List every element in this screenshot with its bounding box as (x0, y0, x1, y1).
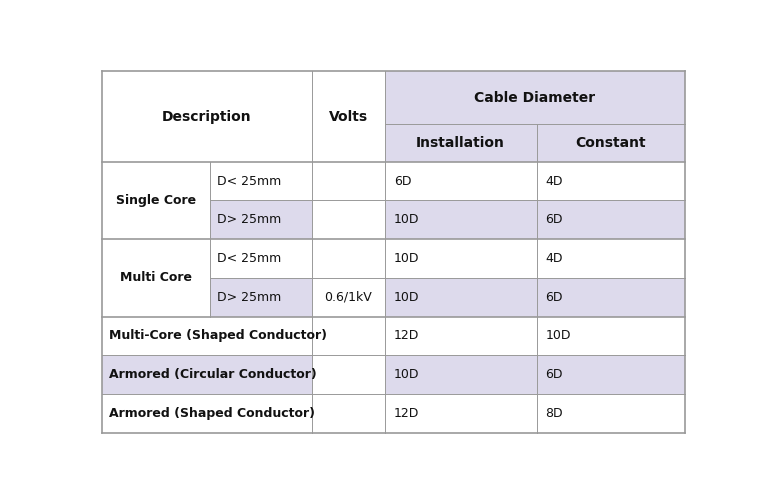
Bar (312, 162, 385, 201)
Bar (312, 394, 385, 433)
Bar (385, 124, 537, 162)
Text: D> 25mm: D> 25mm (217, 291, 281, 304)
Text: 6D: 6D (545, 213, 563, 227)
Text: Multi-Core (Shaped Conductor): Multi-Core (Shaped Conductor) (109, 329, 327, 342)
Text: Armored (Shaped Conductor): Armored (Shaped Conductor) (109, 407, 315, 420)
Text: Cable Diameter: Cable Diameter (475, 91, 596, 105)
Text: Constant: Constant (575, 136, 646, 150)
Bar (102, 162, 210, 201)
Text: 8D: 8D (545, 407, 563, 420)
Text: D< 25mm: D< 25mm (217, 175, 281, 188)
Text: 4D: 4D (545, 175, 563, 188)
Text: 10D: 10D (545, 329, 571, 342)
Text: Volts: Volts (329, 110, 368, 124)
Text: 0.6/1kV: 0.6/1kV (325, 291, 372, 304)
Bar (385, 316, 537, 355)
Text: 10D: 10D (394, 368, 419, 381)
Bar (537, 201, 685, 239)
Bar (102, 394, 312, 433)
Bar (210, 162, 312, 201)
Bar (385, 162, 537, 201)
Bar (312, 355, 385, 394)
Bar (385, 201, 537, 239)
Bar (312, 278, 385, 316)
Bar (312, 201, 385, 239)
Text: 10D: 10D (394, 291, 419, 304)
Text: 6D: 6D (545, 368, 563, 381)
Bar (312, 316, 385, 355)
Bar (102, 201, 210, 239)
Bar (537, 124, 685, 162)
Bar (385, 355, 537, 394)
Bar (385, 71, 685, 124)
Bar (385, 394, 537, 433)
Text: 4D: 4D (545, 252, 563, 265)
Text: 12D: 12D (394, 329, 419, 342)
Text: 10D: 10D (394, 213, 419, 227)
Bar (312, 239, 385, 278)
Text: Description: Description (162, 110, 252, 124)
Text: 12D: 12D (394, 407, 419, 420)
Bar (537, 278, 685, 316)
Bar (102, 162, 210, 239)
Bar (102, 278, 210, 316)
Bar (312, 71, 385, 162)
Text: D> 25mm: D> 25mm (217, 213, 281, 227)
Text: 6D: 6D (394, 175, 412, 188)
Bar (102, 355, 312, 394)
Bar (385, 239, 537, 278)
Bar (102, 239, 210, 316)
Bar (537, 162, 685, 201)
Bar (537, 394, 685, 433)
Text: D< 25mm: D< 25mm (217, 252, 281, 265)
Bar (210, 239, 312, 278)
Text: Armored (Circular Conductor): Armored (Circular Conductor) (109, 368, 317, 381)
Text: Multi Core: Multi Core (120, 271, 192, 284)
Bar (537, 355, 685, 394)
Bar (102, 239, 210, 278)
Bar (210, 201, 312, 239)
Bar (210, 278, 312, 316)
Text: Single Core: Single Core (116, 194, 196, 207)
Bar (537, 239, 685, 278)
Text: Installation: Installation (416, 136, 505, 150)
Bar (537, 316, 685, 355)
Text: 10D: 10D (394, 252, 419, 265)
Bar (102, 71, 312, 162)
Bar (102, 316, 312, 355)
Text: 6D: 6D (545, 291, 563, 304)
Bar (385, 278, 537, 316)
